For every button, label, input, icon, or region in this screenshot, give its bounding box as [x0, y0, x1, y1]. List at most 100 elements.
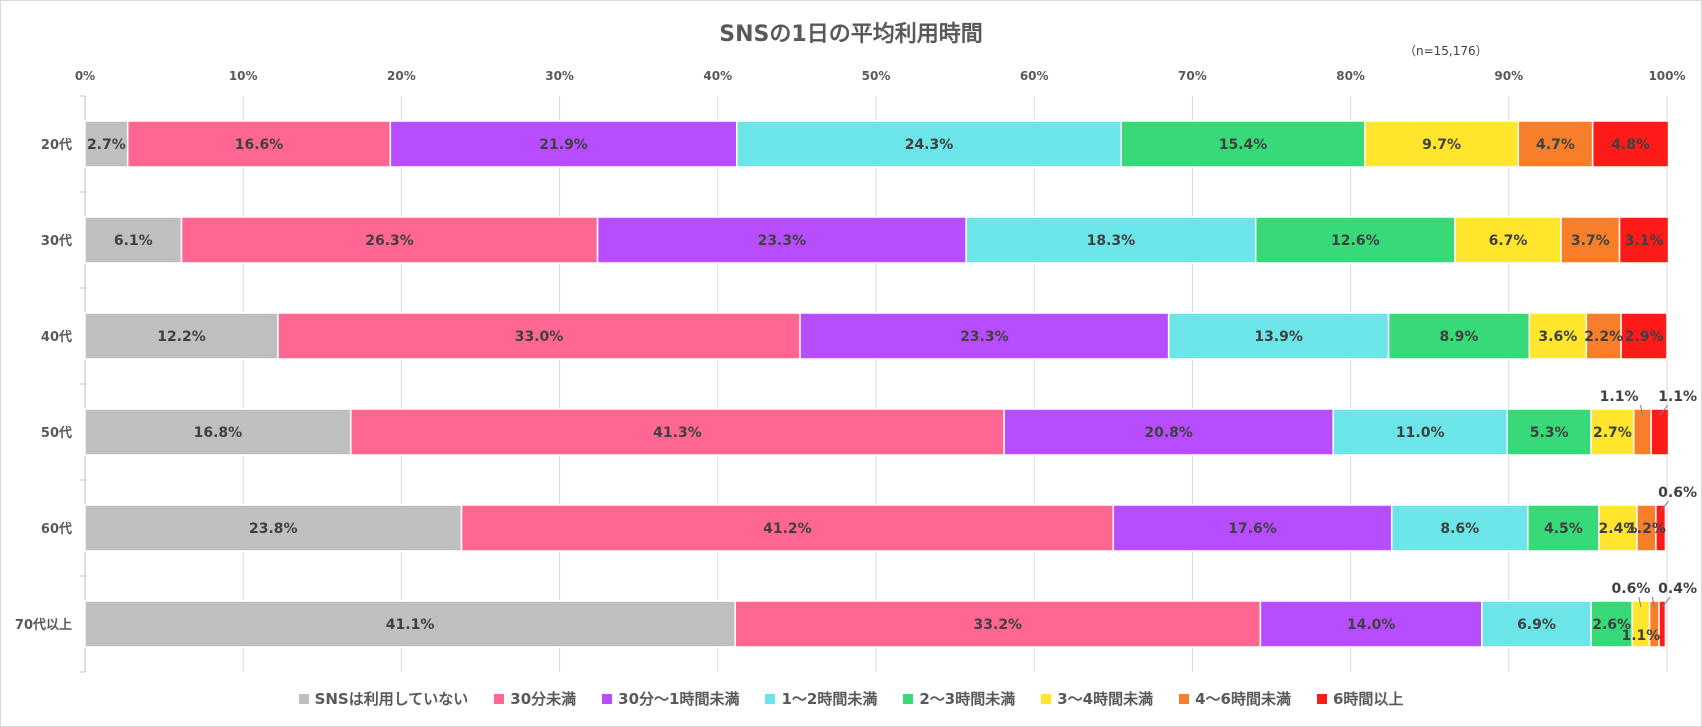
data-label: 14.0%: [1347, 617, 1396, 633]
bar-segment: [84, 408, 352, 456]
bar-segment: [596, 216, 967, 264]
data-label: 20.8%: [1144, 425, 1193, 441]
data-label: 18.3%: [1087, 233, 1136, 249]
legend-label: 1～2時間未満: [781, 690, 878, 708]
legend-label: 4～6時間未満: [1195, 690, 1291, 708]
bar-segment: [1560, 216, 1621, 264]
bar-segment: [84, 312, 279, 360]
legend-label: 2～3時間未満: [919, 690, 1016, 708]
x-tick-label: 100%: [1648, 69, 1685, 83]
data-label: 8.6%: [1440, 521, 1479, 537]
data-label: 17.6%: [1228, 521, 1277, 537]
data-label: 8.9%: [1440, 329, 1479, 345]
data-label: 4.5%: [1544, 521, 1583, 537]
bar-segment: [1003, 408, 1334, 456]
leader-line: [1660, 500, 1670, 512]
leader-line: [1659, 404, 1669, 416]
data-label: 3.7%: [1571, 233, 1610, 249]
data-label: 13.9%: [1254, 329, 1303, 345]
data-label: 3.6%: [1538, 329, 1577, 345]
bar-segment: [1112, 504, 1393, 552]
legend-swatch: [602, 693, 613, 704]
data-label: 1.2%: [1627, 521, 1666, 537]
legend-item: 4～6時間未満: [1179, 688, 1291, 709]
legend-item: 30分未満: [494, 688, 576, 709]
legend-item: SNSは利用していない: [298, 688, 468, 709]
bar-segment: [84, 120, 129, 168]
data-label: 4.7%: [1536, 137, 1575, 153]
bar-segment: [126, 120, 392, 168]
bar-segment: [1364, 120, 1520, 168]
legend-item: 1～2時間未満: [765, 688, 877, 709]
data-label: 33.2%: [974, 617, 1023, 633]
x-tick-label: 50%: [862, 69, 891, 83]
category-label: 50代: [41, 425, 72, 441]
bar-segment: [1527, 504, 1600, 552]
bar-segment: [1655, 504, 1667, 552]
category-label: 30代: [41, 233, 72, 249]
data-label: 15.4%: [1219, 137, 1268, 153]
sample-size-note: （n=15,176）: [1404, 44, 1488, 58]
bar-segment: [1620, 312, 1668, 360]
data-label: 12.6%: [1331, 233, 1380, 249]
data-label: 1.1%: [1658, 389, 1697, 405]
data-label: 26.3%: [365, 233, 414, 249]
data-label: 11.0%: [1396, 425, 1445, 441]
leader-line: [1639, 404, 1643, 416]
legend-swatch: [1316, 693, 1327, 704]
legend-swatch: [494, 693, 505, 704]
data-label: 2.4%: [1599, 521, 1638, 537]
bar-segment: [460, 504, 1115, 552]
data-label: 2.9%: [1625, 329, 1664, 345]
data-label: 6.7%: [1489, 233, 1528, 249]
category-label: 70代以上: [15, 617, 72, 633]
x-tick-label: 0%: [75, 69, 95, 83]
bar-segment: [84, 504, 463, 552]
chart-title: SNSの1日の平均利用時間: [719, 22, 983, 47]
bar-segment: [84, 216, 183, 264]
bar-segment: [1120, 120, 1366, 168]
leader-line: [1661, 596, 1671, 608]
bar-segment: [1650, 408, 1670, 456]
data-label: 2.6%: [1592, 617, 1631, 633]
data-label: 41.1%: [386, 617, 435, 633]
data-label: 2.7%: [1593, 425, 1632, 441]
legend-label: 30分未満: [510, 690, 577, 708]
data-label: 41.2%: [763, 521, 812, 537]
bar-segment: [1598, 504, 1638, 552]
x-tick-label: 70%: [1178, 69, 1207, 83]
stacked-bar-chart: 0% 10% 20% 30% 40% 50% 60% 70% 80% 90% 100% 20代 2.7%…: [15, 69, 1697, 673]
data-label: 23.3%: [758, 233, 807, 249]
bar-segment: [180, 216, 599, 264]
data-label: 16.8%: [194, 425, 243, 441]
data-label: 41.3%: [653, 425, 702, 441]
x-tick-label: 60%: [1020, 69, 1049, 83]
bar-segment: [1390, 504, 1529, 552]
x-tick-label: 30%: [545, 69, 574, 83]
legend-label: 30分～1時間未満: [618, 690, 740, 708]
legend: SNSは利用していない 30分未満 30分～1時間未満 1～2時間未満 2～3時間未満 3…: [0, 688, 1702, 709]
legend-label: 3～4時間未満: [1057, 690, 1154, 708]
x-tick-label: 10%: [229, 69, 258, 83]
legend-swatch: [1179, 693, 1190, 704]
data-label: 23.8%: [249, 521, 298, 537]
bar-segment: [1590, 408, 1635, 456]
bar-segment: [1658, 600, 1667, 648]
data-label: 3.1%: [1625, 233, 1664, 249]
data-label: 1.1%: [1600, 389, 1639, 405]
category-label: 60代: [41, 521, 72, 537]
data-label: 5.3%: [1530, 425, 1569, 441]
bar-segment: [1633, 408, 1652, 456]
category-label: 40代: [41, 329, 72, 345]
data-label: 23.3%: [960, 329, 1009, 345]
bar-segment: [1454, 216, 1562, 264]
bar-segment: [965, 216, 1257, 264]
bar-segment: [1481, 600, 1592, 648]
bar-segment: [1591, 120, 1670, 168]
bar-segment: [1506, 408, 1592, 456]
legend-swatch: [903, 693, 914, 704]
category-label: 20代: [41, 137, 72, 153]
data-label: 4.8%: [1611, 137, 1650, 153]
data-label: 12.2%: [157, 329, 206, 345]
data-label: 6.9%: [1517, 617, 1556, 633]
